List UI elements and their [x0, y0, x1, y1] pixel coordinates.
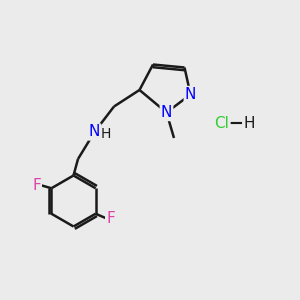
Text: N: N: [161, 105, 172, 120]
Text: F: F: [32, 178, 41, 193]
Text: F: F: [106, 211, 115, 226]
Text: N: N: [185, 87, 196, 102]
Text: H: H: [101, 127, 111, 140]
Text: H: H: [243, 116, 255, 130]
Text: Cl: Cl: [214, 116, 230, 130]
Text: N: N: [89, 124, 100, 140]
